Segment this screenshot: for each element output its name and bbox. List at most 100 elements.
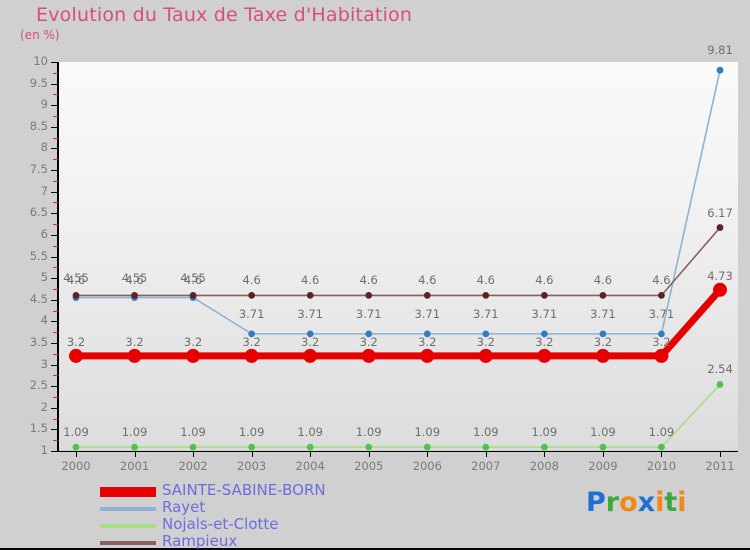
logo-letter: i [677, 487, 687, 518]
point-value-label: 4.6 [125, 273, 144, 288]
x-tick-label: 2005 [354, 459, 384, 473]
y-tick-major [51, 62, 58, 63]
legend-item-0[interactable]: SAINTE-SABINE-BORN [100, 481, 440, 501]
y-tick-label: 5.5 [29, 248, 48, 263]
legend-color-swatch [100, 541, 156, 545]
logo-letter: o [619, 487, 638, 518]
y-tick-label: 2.5 [29, 378, 48, 393]
point-value-label: 3.71 [297, 306, 323, 321]
y-tick-minor [53, 202, 58, 204]
y-tick-minor [53, 137, 58, 139]
y-tick-minor [53, 288, 58, 290]
point-value-label: 4.6 [301, 273, 320, 288]
y-tick-minor [53, 159, 58, 161]
y-tick-major [51, 256, 58, 258]
y-tick-major [51, 234, 58, 236]
x-tick [368, 451, 370, 457]
x-tick [193, 451, 195, 457]
y-tick-label: 2 [40, 399, 48, 414]
logo-letter: i [655, 487, 665, 518]
x-tick [310, 451, 312, 457]
point-value-label: 4.55 [121, 270, 148, 285]
point-value-label: 1.09 [473, 425, 499, 440]
y-tick-label: 4.5 [29, 291, 48, 306]
logo-letter: P [586, 487, 606, 518]
page-title: Evolution du Taux de Taxe d'Habitation [36, 4, 413, 26]
y-tick-major [51, 299, 58, 301]
x-tick [602, 451, 604, 457]
point-value-label: 1.09 [531, 425, 558, 440]
y-tick-label: 3 [40, 356, 48, 371]
y-tick-minor [53, 310, 58, 312]
legend-item-label: SAINTE-SABINE-BORN [162, 481, 326, 499]
y-tick-major [51, 451, 58, 452]
point-value-label: 3.71 [473, 306, 499, 321]
point-value-label: 3.2 [418, 334, 437, 349]
y-tick-major [51, 321, 58, 323]
y-tick-major [51, 386, 58, 388]
x-tick [661, 451, 663, 457]
point-value-label: 4.6 [242, 273, 261, 288]
x-tick [251, 451, 253, 457]
y-tick-label: 3.5 [29, 334, 48, 349]
x-tick [76, 451, 77, 457]
y-tick-minor [53, 116, 58, 118]
y-tick-major [51, 191, 58, 193]
y-tick-label: 5 [40, 270, 48, 285]
y-tick-label: 9 [40, 97, 48, 112]
logo-letter: t [664, 487, 678, 518]
y-tick-major [51, 213, 58, 215]
point-value-label: 4.73 [707, 268, 733, 283]
point-value-label: 3.71 [414, 306, 441, 321]
x-tick-label: 2006 [412, 459, 442, 473]
point-value-label: 1.09 [121, 425, 148, 440]
y-tick-major [51, 342, 58, 344]
x-tick [427, 451, 429, 457]
point-value-label: 1.09 [238, 425, 265, 440]
y-tick-label: 8.5 [29, 118, 48, 133]
point-value-label: 1.09 [297, 425, 323, 440]
point-value-label: 3.2 [66, 334, 86, 349]
y-tick-minor [53, 267, 58, 269]
point-value-label: 6.17 [707, 205, 733, 220]
point-value-label: 1.09 [63, 425, 89, 440]
y-tick-major [51, 148, 58, 150]
point-value-label: 3.71 [648, 306, 675, 321]
point-value-label: 1.09 [590, 425, 616, 440]
y-tick-major [51, 429, 58, 431]
point-value-label: 1.09 [180, 425, 206, 440]
point-value-label: 3.71 [238, 306, 265, 321]
legend-item-label: Nojals-et-Clotte [162, 515, 279, 533]
page-subtitle: (en %) [20, 28, 60, 42]
y-tick-major [51, 364, 58, 366]
x-tick [485, 451, 487, 457]
y-tick-label: 7 [40, 183, 48, 198]
legend: SAINTE-SABINE-BORN Rayet Nojals-et-Clotte R… [100, 481, 440, 550]
point-value-label: 4.55 [180, 270, 206, 285]
legend-color-swatch [100, 487, 156, 497]
x-axis-line [58, 451, 738, 452]
x-tick-label: 2008 [529, 459, 559, 473]
point-value-label: 1.09 [648, 425, 675, 440]
x-tick-label: 2009 [588, 459, 618, 473]
point-value-label: 2.54 [707, 362, 733, 377]
legend-item-3[interactable]: Rampieux [100, 532, 440, 550]
x-tick-label: 2011 [705, 459, 735, 473]
legend-item-2[interactable]: Nojals-et-Clotte [100, 515, 440, 535]
y-tick-label: 7.5 [29, 162, 48, 177]
point-value-label: 3.71 [355, 306, 382, 321]
point-value-label: 4.6 [652, 273, 671, 288]
point-value-label: 3.2 [535, 334, 554, 349]
point-value-label: 3.2 [476, 334, 495, 349]
point-value-label: 3.2 [183, 334, 203, 349]
point-value-label: 3.2 [242, 334, 261, 349]
x-tick [720, 451, 721, 457]
y-tick-minor [53, 375, 58, 377]
y-tick-label: 8 [40, 140, 48, 155]
x-tick-label: 2002 [178, 459, 208, 473]
y-tick-label: 10 [33, 54, 48, 68]
x-tick-label: 2000 [61, 459, 91, 473]
legend-item-1[interactable]: Rayet [100, 498, 440, 518]
legend-color-swatch [100, 507, 156, 511]
